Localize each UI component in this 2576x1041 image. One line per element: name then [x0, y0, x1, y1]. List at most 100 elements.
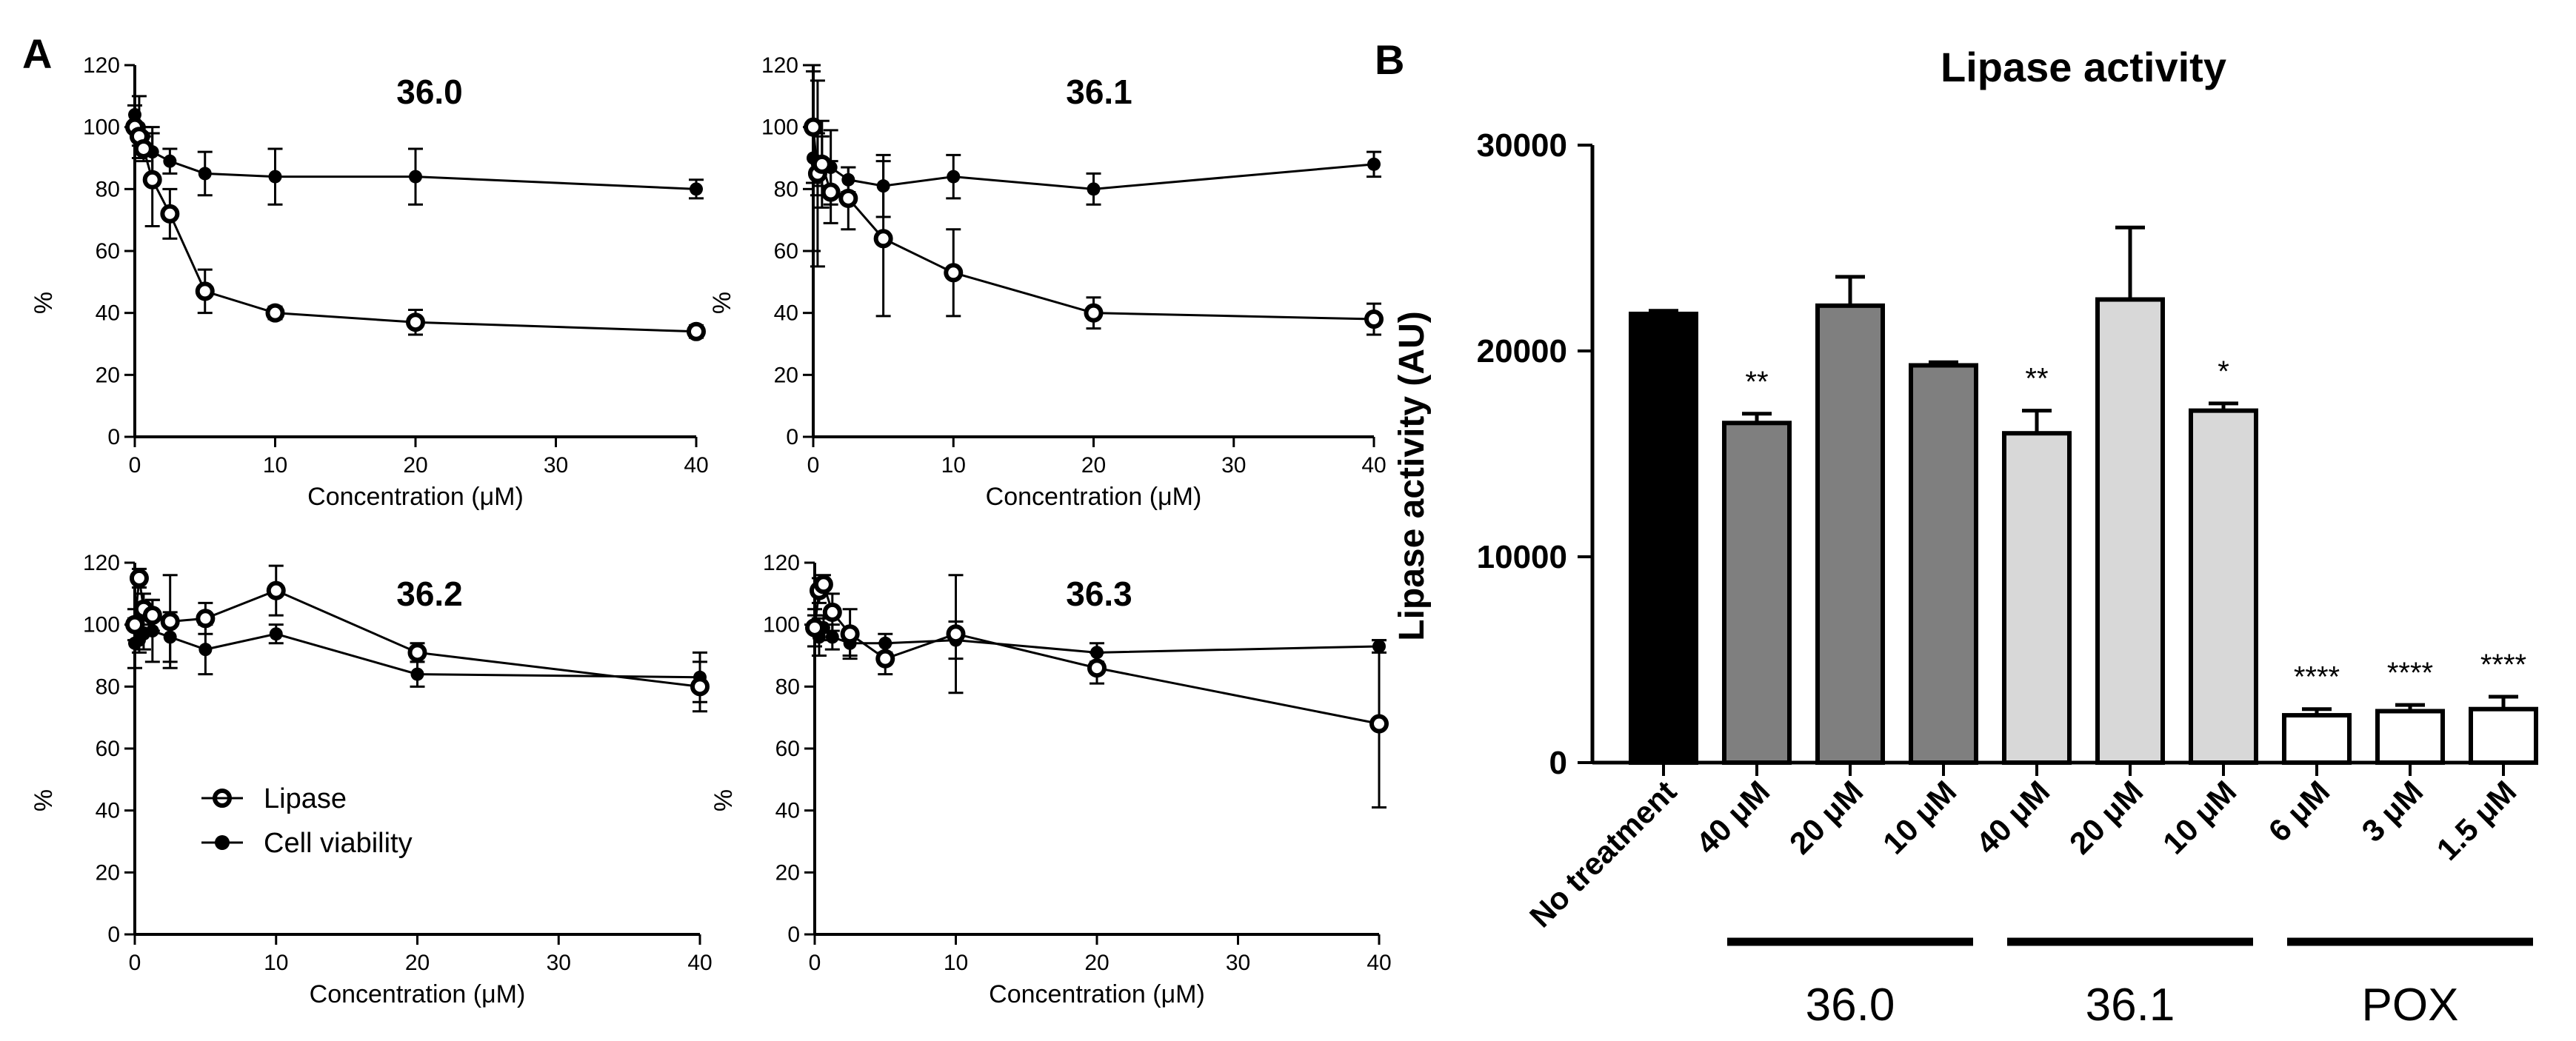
- y-tick-label: 60: [96, 737, 120, 761]
- bar: [2375, 709, 2445, 765]
- x-tick-label: 20: [1081, 453, 1106, 478]
- y-tick-label: 40: [96, 799, 120, 823]
- x-tick-label: 40: [687, 951, 712, 975]
- lipase-point: [160, 612, 180, 632]
- lipase-point: [690, 677, 710, 697]
- lipase-point: [812, 154, 832, 174]
- y-tick-label: 20: [775, 860, 800, 885]
- category-label: 20 μM: [1783, 774, 1869, 860]
- y-axis-label: %: [30, 789, 58, 811]
- viability-point: [690, 182, 703, 196]
- y-axis-label: Lipase activity (AU): [1392, 311, 1432, 640]
- lipase-point: [1084, 303, 1104, 323]
- chart-title: 36.3: [1066, 575, 1132, 613]
- y-tick-label: 0: [786, 425, 798, 449]
- viability-point: [1087, 182, 1101, 196]
- y-tick-label: 60: [775, 737, 800, 761]
- significance-label: ****: [2387, 657, 2433, 689]
- lipase-point: [875, 649, 895, 669]
- lipase-point: [873, 229, 893, 249]
- lipase-point: [1369, 714, 1389, 734]
- x-tick-label: 40: [1367, 951, 1391, 975]
- panel-b-letter: B: [1375, 36, 1404, 83]
- y-axis-label: %: [710, 789, 738, 811]
- x-tick-label: 40: [684, 453, 708, 478]
- bar-chart-lipase-activity: Lipase activity 0 10000 20000 30000 Lipase ac…: [1392, 44, 2538, 1031]
- y-tick-label: 80: [96, 675, 120, 699]
- lipase-point: [195, 281, 215, 301]
- y-tick-label: 20: [774, 363, 798, 387]
- bar: [2189, 408, 2258, 765]
- y-tick-label: 120: [83, 551, 120, 575]
- lipase-point: [160, 204, 180, 224]
- category-label: No treatment: [1523, 774, 1683, 934]
- lipase-point: [1364, 309, 1384, 329]
- bar: [2095, 297, 2165, 765]
- bar: [2002, 431, 2072, 765]
- y-tick-label: 20: [96, 363, 120, 387]
- viability-point: [410, 667, 424, 681]
- lipase-point: [133, 138, 153, 158]
- x-tick-label: 30: [544, 453, 568, 478]
- lipase-point: [804, 117, 823, 137]
- category-label: 10 μM: [2156, 774, 2243, 860]
- viability-point: [198, 167, 212, 181]
- y-tick-label: 20000: [1477, 333, 1567, 369]
- y-tick-label: 80: [775, 675, 800, 699]
- y-tick-label: 100: [83, 613, 120, 637]
- x-tick-label: 20: [403, 453, 427, 478]
- legend: Lipase Cell viability: [201, 783, 413, 859]
- lipase-point: [687, 321, 706, 341]
- category-label: 6 μM: [2261, 774, 2336, 848]
- y-tick-label: 20: [96, 860, 120, 885]
- y-tick-label: 80: [96, 177, 120, 201]
- lipase-point: [196, 609, 216, 629]
- lipase-point: [407, 643, 427, 663]
- lipase-point: [946, 624, 966, 644]
- lipase-point: [944, 263, 964, 283]
- x-tick-label: 40: [1361, 453, 1386, 478]
- significance-label: ****: [2294, 661, 2340, 694]
- y-tick-label: 120: [83, 53, 120, 78]
- y-tick-label: 0: [107, 923, 120, 947]
- lipase-point: [265, 303, 285, 323]
- x-axis-label: Concentration (μM): [310, 980, 526, 1008]
- line-chart-36-0: 0 20 40 60 80 100 120 0 10 20 30 40 Concentration (μ…: [30, 53, 709, 511]
- x-tick-label: 10: [263, 453, 287, 478]
- bar: [1722, 421, 1792, 765]
- viability-point: [409, 170, 422, 184]
- bar: [1629, 311, 1698, 765]
- line-chart-36-2: 0 20 40 60 80 100 120 0 10 20 30 40 Concentration (μ…: [30, 551, 713, 1008]
- line-chart-36-1: 0 20 40 60 80 100 120 0 10 20 30 40 Concentration (μ…: [708, 53, 1387, 511]
- y-tick-label: 100: [763, 613, 800, 637]
- category-label: 40 μM: [1969, 774, 2056, 860]
- legend-lipase-label: Lipase: [264, 783, 347, 814]
- y-tick-label: 10000: [1477, 539, 1567, 575]
- significance-label: **: [2025, 363, 2048, 395]
- lipase-point: [822, 602, 842, 622]
- significance-label: ****: [2480, 649, 2526, 681]
- line-chart-36-3: 0 20 40 60 80 100 120 0 10 20 30 40 Concentration (μ…: [710, 551, 1392, 1008]
- y-tick-label: 120: [761, 53, 798, 78]
- category-label: 10 μM: [1876, 774, 1963, 860]
- category-label: 20 μM: [2063, 774, 2149, 860]
- category-label: 1.5 μM: [2430, 774, 2523, 867]
- lipase-point: [1087, 658, 1107, 678]
- viability-point: [947, 170, 961, 184]
- y-tick-label: 80: [774, 177, 798, 201]
- x-tick-label: 20: [1084, 951, 1109, 975]
- y-tick-label: 100: [761, 116, 798, 140]
- y-axis-label: %: [708, 292, 736, 314]
- chart-title: 36.1: [1066, 73, 1132, 111]
- x-tick-label: 10: [941, 453, 966, 478]
- x-tick-label: 30: [547, 951, 571, 975]
- x-tick-label: 30: [1226, 951, 1250, 975]
- group-label: POX: [2362, 980, 2459, 1031]
- bar: [2282, 713, 2352, 765]
- category-label: 3 μM: [2355, 774, 2429, 848]
- viability-point: [1367, 157, 1381, 171]
- x-tick-label: 30: [1221, 453, 1246, 478]
- lipase-series-line: [812, 127, 1375, 321]
- viability-point: [269, 627, 283, 641]
